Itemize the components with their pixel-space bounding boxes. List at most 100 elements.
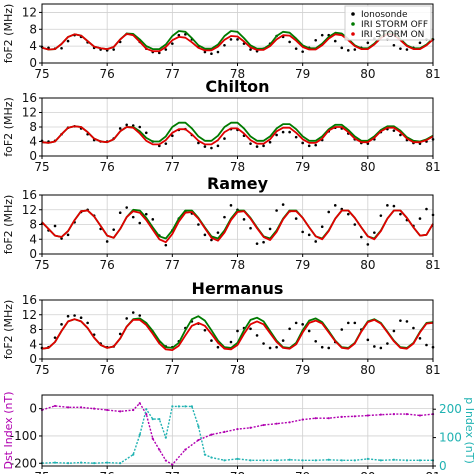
data-point: [118, 127, 122, 130]
legend-label: Ionosonde: [361, 10, 408, 20]
data-point: [392, 458, 395, 461]
data-point: [392, 129, 396, 132]
data-point: [288, 458, 291, 461]
data-point: [106, 461, 109, 464]
data-point: [405, 320, 409, 323]
y2-tick-label: 200: [439, 402, 462, 416]
data-point: [158, 418, 161, 421]
data-point: [314, 240, 318, 243]
data-point: [223, 459, 226, 462]
data-point: [320, 33, 324, 37]
data-point: [346, 321, 350, 325]
x-tick-label: 79: [295, 258, 310, 272]
data-point: [281, 130, 285, 134]
data-point: [314, 38, 318, 42]
y-tick-label: 0: [29, 149, 37, 163]
y-axis-label: foF2 (MHz): [2, 97, 15, 157]
data-point: [418, 414, 422, 417]
data-point: [294, 135, 298, 139]
x-tick-label: 81: [425, 470, 440, 474]
panel-title: Chilton: [205, 77, 269, 96]
data-point: [93, 407, 96, 410]
x-tick-label: 77: [165, 160, 180, 174]
data-point: [275, 209, 278, 212]
data-point: [346, 49, 350, 52]
x-tick-label: 80: [360, 363, 375, 377]
x-tick-label: 81: [425, 363, 440, 377]
panel-title: Ramey: [207, 174, 269, 193]
y-axis-label: Dst Index (nT): [2, 391, 15, 469]
data-point: [386, 204, 389, 207]
legend-marker: [351, 22, 355, 26]
data-point: [144, 212, 148, 216]
x-tick-label: 79: [295, 470, 310, 474]
data-point: [236, 329, 239, 333]
data-point: [262, 240, 265, 244]
data-point: [327, 458, 330, 461]
data-point: [392, 413, 395, 416]
data-point: [171, 134, 174, 137]
y-axis-label: foF2 (MHz): [2, 4, 15, 64]
data-point: [151, 218, 155, 221]
data-point: [66, 39, 70, 43]
data-point: [294, 321, 298, 325]
data-point: [405, 459, 409, 462]
data-point: [255, 334, 259, 337]
data-point: [216, 231, 220, 234]
data-point: [203, 233, 207, 237]
y-tick-label: 12: [22, 106, 37, 120]
data-point: [262, 342, 265, 345]
data-point: [307, 144, 311, 148]
y-tick-label: 0: [29, 56, 37, 70]
data-point: [399, 212, 402, 216]
data-point: [131, 215, 135, 219]
data-point: [249, 142, 252, 145]
data-point: [418, 337, 422, 340]
data-point: [119, 410, 122, 413]
x-tick-label: 75: [34, 160, 49, 174]
data-point: [353, 415, 356, 418]
x-tick-label: 81: [425, 160, 440, 174]
data-point: [301, 418, 304, 421]
legend-box: [344, 5, 432, 41]
data-point: [399, 47, 402, 50]
series-iri-storm-on-line: [41, 33, 434, 53]
y-tick-label: 0: [29, 402, 37, 416]
series-iri-storm-on-line: [41, 318, 434, 351]
data-point: [66, 462, 70, 465]
data-point: [333, 204, 337, 207]
data-point: [164, 142, 168, 145]
y-tick-label: 12: [22, 308, 37, 322]
legend-marker: [351, 12, 355, 16]
data-point: [144, 131, 148, 135]
data-point: [314, 340, 318, 343]
data-point: [125, 317, 129, 320]
data-point: [229, 38, 233, 41]
data-point: [353, 321, 357, 325]
y-tick-label: 8: [29, 22, 37, 36]
data-point: [288, 327, 291, 331]
x-tick-label: 77: [165, 470, 180, 474]
data-point: [301, 323, 304, 326]
data-point: [138, 433, 141, 436]
data-point: [197, 438, 200, 442]
data-point: [379, 413, 382, 416]
data-point: [294, 217, 298, 220]
data-point: [138, 221, 142, 225]
data-point: [66, 406, 70, 409]
data-point: [386, 342, 389, 345]
x-tick-label: 79: [295, 363, 310, 377]
x-tick-label: 80: [360, 470, 375, 474]
y-tick-label: 8: [29, 218, 37, 232]
data-point: [405, 413, 409, 416]
data-point: [80, 406, 83, 409]
data-point: [223, 215, 226, 219]
data-point: [418, 459, 422, 462]
data-point: [236, 38, 239, 41]
data-point: [203, 453, 207, 456]
data-point: [301, 50, 304, 53]
